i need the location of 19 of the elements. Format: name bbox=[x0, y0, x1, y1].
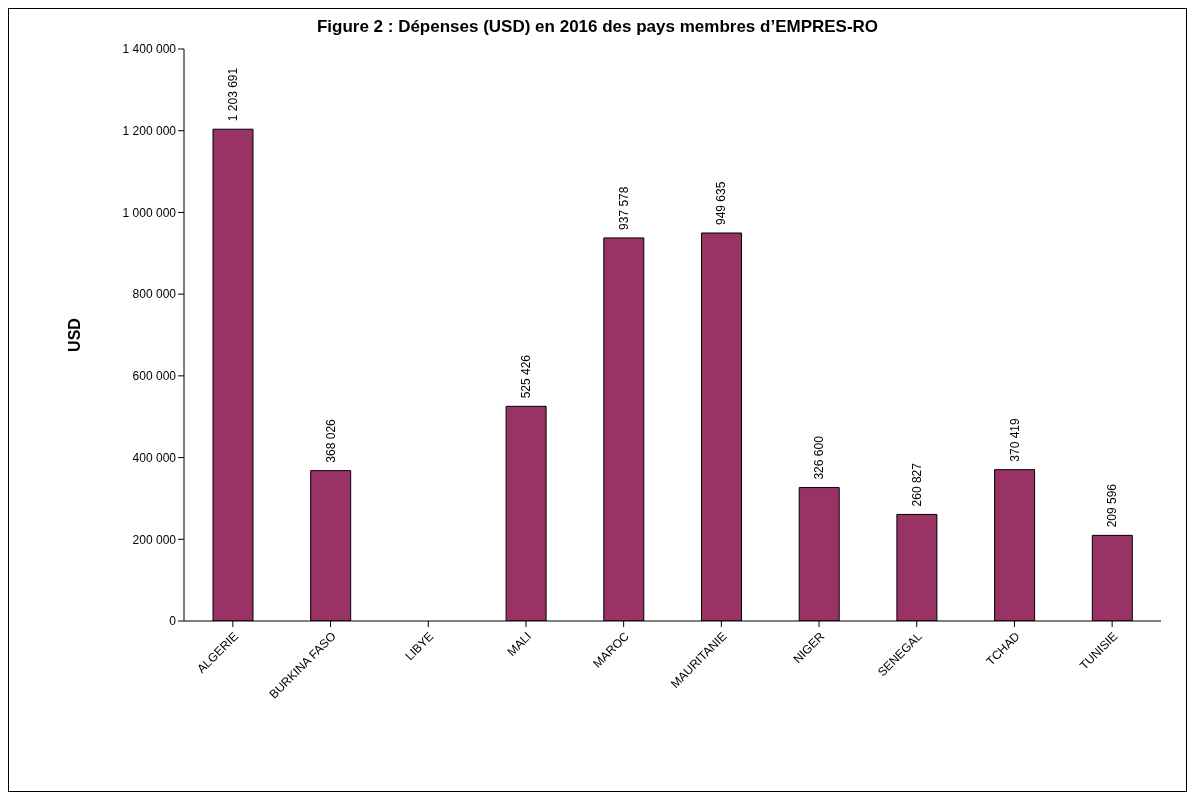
data-label: 370 419 bbox=[1007, 417, 1022, 462]
y-axis-title: USD bbox=[65, 318, 83, 352]
data-label: 1 203 691 bbox=[226, 67, 240, 122]
y-tick-label: 600 000 bbox=[132, 369, 177, 384]
y-tick-label: 1 400 000 bbox=[122, 42, 177, 57]
y-tick-label: 1 200 000 bbox=[122, 123, 177, 138]
y-tick-label: 1 000 000 bbox=[122, 205, 177, 220]
y-tick-label: 400 000 bbox=[132, 450, 177, 465]
y-tick-label: 200 000 bbox=[132, 532, 177, 547]
y-tick-label: 0 bbox=[169, 614, 177, 629]
data-label: 949 635 bbox=[714, 181, 729, 226]
y-tick-label: 800 000 bbox=[132, 287, 177, 302]
data-label: 368 026 bbox=[323, 418, 338, 463]
data-label: 209 596 bbox=[1105, 483, 1120, 528]
data-label: 937 578 bbox=[616, 186, 631, 230]
data-label: 260 827 bbox=[909, 462, 924, 507]
data-label: 326 600 bbox=[812, 435, 827, 480]
data-label: 525 426 bbox=[519, 354, 534, 399]
chart-title: Figure 2 : Dépenses (USD) en 2016 des pays membres d’EMPRES-RO bbox=[315, 17, 880, 37]
